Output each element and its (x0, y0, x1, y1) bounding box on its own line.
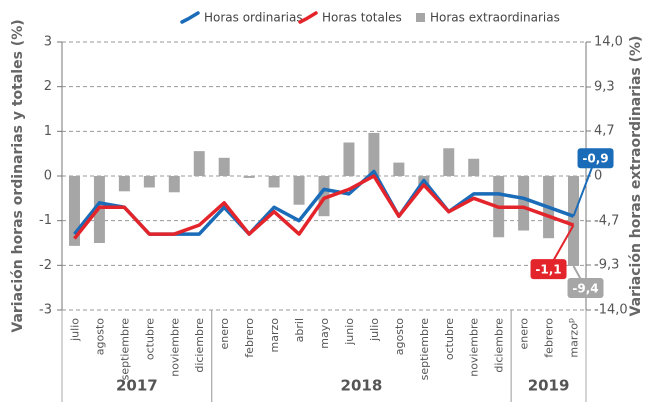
legend-swatch (298, 11, 318, 24)
bar (343, 142, 355, 176)
x-tick-label: diciembre (493, 318, 506, 373)
bar (268, 176, 280, 188)
x-tick-label: enero (518, 318, 531, 350)
bar (68, 176, 80, 246)
category-name: septiembre (118, 318, 131, 381)
legend-swatch (180, 11, 200, 24)
y2-tick-label: 9,3 (594, 79, 615, 94)
bar (293, 176, 305, 205)
x-tick-label: febrero (543, 318, 556, 358)
category-name: febrero (243, 318, 256, 358)
value-label: -9,4 (572, 281, 598, 295)
x-tick-label: julio (368, 318, 381, 342)
y2-tick-label: 4,7 (594, 124, 615, 139)
line (73, 174, 575, 240)
category-name: diciembre (193, 318, 206, 373)
legend-label: Horas ordinarias (204, 11, 303, 25)
category-name: enero (218, 318, 231, 350)
y-tick-label: -3 (39, 303, 52, 318)
x-tick-label: septiembre (118, 318, 131, 381)
x-tick-label: agosto (93, 318, 106, 355)
category-name: marzo (568, 323, 581, 358)
legend-label: Horas extraordinarias (430, 11, 560, 25)
category-name: julio (368, 318, 381, 342)
x-tick-label: noviembre (168, 318, 181, 377)
bar (518, 176, 530, 231)
year-label: 2017 (116, 377, 158, 395)
category-name: mayo (318, 318, 331, 349)
category-name: noviembre (168, 318, 181, 377)
y-tick-label: 3 (44, 35, 52, 50)
category-name: marzo (268, 318, 281, 353)
x-tick-label: noviembre (468, 318, 481, 377)
bar (118, 176, 130, 192)
y-tick-label: -2 (39, 258, 52, 273)
value-label-box (577, 148, 614, 169)
category-name: agosto (93, 318, 106, 355)
category-name: diciembre (493, 318, 506, 373)
category-name: octubre (443, 318, 456, 360)
x-tick-label: febrero (243, 318, 256, 358)
y2-tick-label: 0 (594, 169, 602, 184)
bar (443, 148, 455, 176)
legend-label: Horas totales (322, 11, 402, 25)
x-tick-label: junio (343, 318, 356, 346)
category-superscript: p (566, 318, 575, 323)
y2-tick-label: -4,7 (594, 213, 619, 228)
value-label: -1,1 (535, 263, 561, 277)
x-tick-label: octubre (443, 318, 456, 360)
x-tick-label: diciembre (193, 318, 206, 373)
x-tick-label: enero (218, 318, 231, 350)
bar (143, 176, 155, 188)
category-name: agosto (393, 318, 406, 355)
x-tick-label: marzo (268, 318, 281, 353)
x-tick-label: marzop (566, 318, 581, 358)
y2-tick-label: -14,0 (594, 303, 628, 318)
year-label: 2018 (341, 377, 383, 395)
legend-swatch (416, 13, 425, 22)
x-tick-label: septiembre (418, 318, 431, 381)
year-label: 2019 (528, 377, 570, 395)
x-tick-label: agosto (393, 318, 406, 355)
category-name: noviembre (468, 318, 481, 377)
category-name: julio (68, 318, 81, 342)
y2-tick-label: 14,0 (594, 35, 623, 50)
value-label-box (530, 259, 567, 280)
y2-tick-label: -9,3 (594, 258, 619, 273)
bar (368, 132, 380, 176)
value-label-box (567, 277, 604, 298)
x-tick-label: octubre (143, 318, 156, 360)
bar (468, 158, 480, 176)
y-tick-label: 1 (44, 124, 52, 139)
bar (318, 176, 330, 217)
y-tick-label: 2 (44, 79, 52, 94)
category-name: octubre (143, 318, 156, 360)
bar (193, 151, 205, 176)
category-name: enero (518, 318, 531, 350)
value-label: -0,9 (582, 152, 608, 166)
category-name: febrero (543, 318, 556, 358)
bar (393, 162, 405, 176)
y2-axis-title: Variación horas extraordinarias (%) (628, 36, 644, 317)
y-tick-label: 0 (44, 169, 52, 184)
category-name: abril (293, 318, 306, 342)
bar (218, 157, 230, 176)
category-name: junio (343, 318, 356, 346)
x-tick-label: mayo (318, 318, 331, 349)
x-tick-label: julio (68, 318, 81, 342)
bar (168, 176, 180, 193)
y-axis-title: Variación horas ordinarias y totales (%) (10, 19, 26, 332)
category-name: septiembre (418, 318, 431, 381)
y-tick-label: -1 (39, 213, 52, 228)
bar (243, 176, 255, 178)
x-tick-label: abril (293, 318, 306, 342)
bar (568, 176, 580, 266)
